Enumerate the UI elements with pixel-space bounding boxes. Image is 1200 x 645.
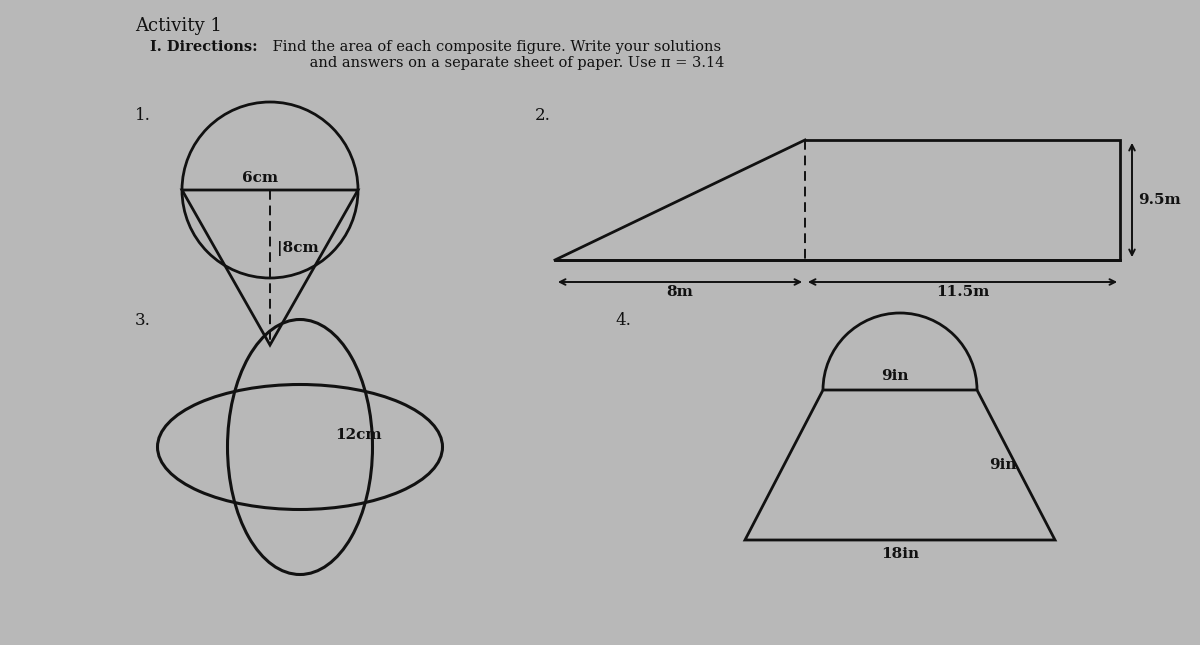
Text: Find the area of each composite figure. Write your solutions
         and answer: Find the area of each composite figure. …: [268, 40, 725, 70]
Text: 1.: 1.: [134, 107, 151, 124]
Text: 9in: 9in: [989, 458, 1016, 472]
Text: 12cm: 12cm: [335, 428, 382, 442]
Text: Activity 1: Activity 1: [134, 17, 222, 35]
Text: 8m: 8m: [666, 285, 694, 299]
Text: I. Directions:: I. Directions:: [150, 40, 258, 54]
Text: 4.: 4.: [616, 312, 631, 329]
Text: 3.: 3.: [134, 312, 151, 329]
Text: 9.5m: 9.5m: [1138, 193, 1181, 207]
Text: 18in: 18in: [881, 547, 919, 561]
Text: 6cm: 6cm: [242, 171, 278, 185]
Text: 2.: 2.: [535, 107, 551, 124]
Text: |8cm: |8cm: [277, 241, 319, 256]
Text: 9in: 9in: [881, 369, 908, 383]
Text: 11.5m: 11.5m: [936, 285, 989, 299]
